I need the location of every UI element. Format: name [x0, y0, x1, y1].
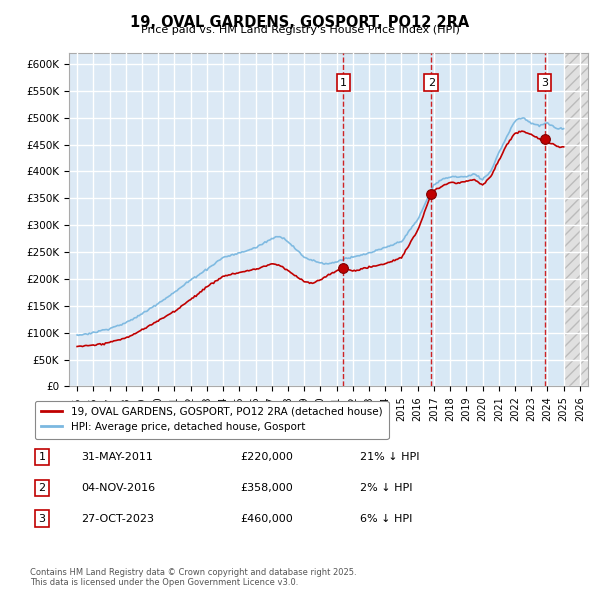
Text: 2: 2	[428, 78, 435, 88]
Text: 3: 3	[38, 514, 46, 523]
Text: 31-MAY-2011: 31-MAY-2011	[81, 453, 153, 462]
Text: 19, OVAL GARDENS, GOSPORT, PO12 2RA: 19, OVAL GARDENS, GOSPORT, PO12 2RA	[130, 15, 470, 30]
Bar	[343, 53, 563, 386]
Text: 2: 2	[38, 483, 46, 493]
Text: 6% ↓ HPI: 6% ↓ HPI	[360, 514, 412, 523]
Text: 1: 1	[340, 78, 347, 88]
Text: 1: 1	[38, 453, 46, 462]
Bar	[563, 53, 588, 386]
Text: 3: 3	[541, 78, 548, 88]
Text: £460,000: £460,000	[240, 514, 293, 523]
Text: 27-OCT-2023: 27-OCT-2023	[81, 514, 154, 523]
Text: 21% ↓ HPI: 21% ↓ HPI	[360, 453, 419, 462]
Text: Price paid vs. HM Land Registry's House Price Index (HPI): Price paid vs. HM Land Registry's House …	[140, 25, 460, 35]
Text: 04-NOV-2016: 04-NOV-2016	[81, 483, 155, 493]
Legend: 19, OVAL GARDENS, GOSPORT, PO12 2RA (detached house), HPI: Average price, detach: 19, OVAL GARDENS, GOSPORT, PO12 2RA (det…	[35, 401, 389, 439]
Text: £220,000: £220,000	[240, 453, 293, 462]
Bar	[563, 53, 588, 386]
Text: 2% ↓ HPI: 2% ↓ HPI	[360, 483, 413, 493]
Text: Contains HM Land Registry data © Crown copyright and database right 2025.
This d: Contains HM Land Registry data © Crown c…	[30, 568, 356, 587]
Text: £358,000: £358,000	[240, 483, 293, 493]
